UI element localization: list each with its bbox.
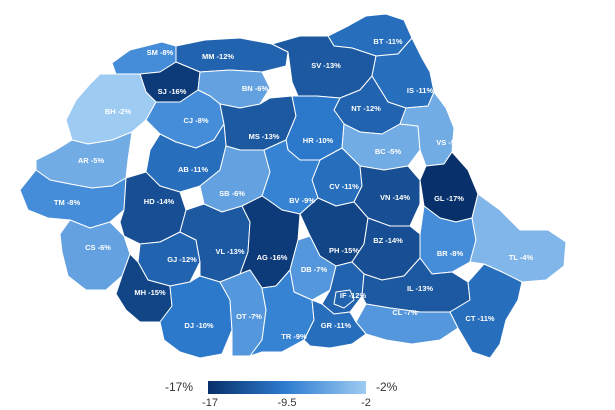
county-label-tr: TR -9% <box>281 332 307 341</box>
county-label-sj: SJ -16% <box>158 87 187 96</box>
legend-color-scale <box>208 381 366 394</box>
county-label-tl: TL -4% <box>509 253 534 262</box>
county-label-ag: AG -16% <box>257 253 288 262</box>
county-shapes <box>19 13 567 359</box>
county-label-mh: MH -15% <box>134 288 166 297</box>
county-ct[interactable] <box>449 263 523 359</box>
county-label-bz: BZ -14% <box>373 236 403 245</box>
county-label-cv: CV -11% <box>329 182 359 191</box>
county-label-ot: OT -7% <box>236 312 262 321</box>
county-label-hd: HD -14% <box>144 197 175 206</box>
county-dj[interactable] <box>159 275 233 359</box>
county-label-mm: MM -12% <box>202 52 234 61</box>
county-label-sm: SM -8% <box>147 48 174 57</box>
county-label-bn: BN -6% <box>242 84 269 93</box>
legend-tick-mid: -9.5 <box>277 397 297 409</box>
county-label-bt: BT -11% <box>373 37 403 46</box>
county-label-is: IS -11% <box>407 86 434 95</box>
county-tl[interactable] <box>469 193 567 283</box>
legend-max-label: -2% <box>376 380 398 394</box>
county-label-vs: VS -5% <box>436 138 462 147</box>
legend-tick-min: -17 <box>202 397 218 409</box>
county-label-nt: NT -12% <box>351 104 381 113</box>
county-label-cs: CS -6% <box>85 243 111 252</box>
county-label-cl: CL -7% <box>392 308 418 317</box>
legend-tick-max: -2 <box>361 397 371 409</box>
county-label-vn: VN -14% <box>380 193 410 202</box>
county-gr[interactable] <box>303 299 367 349</box>
county-label-hr: HR -10% <box>303 136 334 145</box>
county-label-gr: GR -11% <box>321 321 352 330</box>
county-label-ms: MS -13% <box>249 132 280 141</box>
county-label-bh: BH -2% <box>105 107 132 116</box>
county-label-if: IF -12% <box>340 291 367 300</box>
county-label-ct: CT -11% <box>465 314 495 323</box>
county-label-bv: BV -9% <box>289 196 315 205</box>
county-label-db: DB -7% <box>301 265 328 274</box>
county-label-ph: PH -15% <box>329 246 359 255</box>
county-label-ar: AR -5% <box>78 156 105 165</box>
county-label-gl: GL -17% <box>434 194 464 203</box>
county-label-dj: DJ -10% <box>184 321 214 330</box>
county-label-gj: GJ -12% <box>167 255 197 264</box>
county-label-cj: CJ -8% <box>183 116 208 125</box>
county-label-sb: SB -6% <box>219 189 245 198</box>
county-label-ab: AB -11% <box>178 165 208 174</box>
county-b[interactable] <box>333 289 355 309</box>
county-label-vl: VL -13% <box>215 247 244 256</box>
county-label-il: IL -13% <box>407 284 433 293</box>
legend-min-label: -17% <box>165 380 194 394</box>
county-cs[interactable] <box>59 219 131 291</box>
county-labels: SM -8% MM -12% BT -11% SV -13% SJ -16% BN -6%… <box>54 37 534 341</box>
county-label-bc: BC -5% <box>375 147 402 156</box>
county-hr[interactable] <box>285 95 345 161</box>
county-label-tm: TM -8% <box>54 198 81 207</box>
county-label-sv: SV -13% <box>311 61 341 70</box>
county-label-br: BR -8% <box>437 249 464 258</box>
